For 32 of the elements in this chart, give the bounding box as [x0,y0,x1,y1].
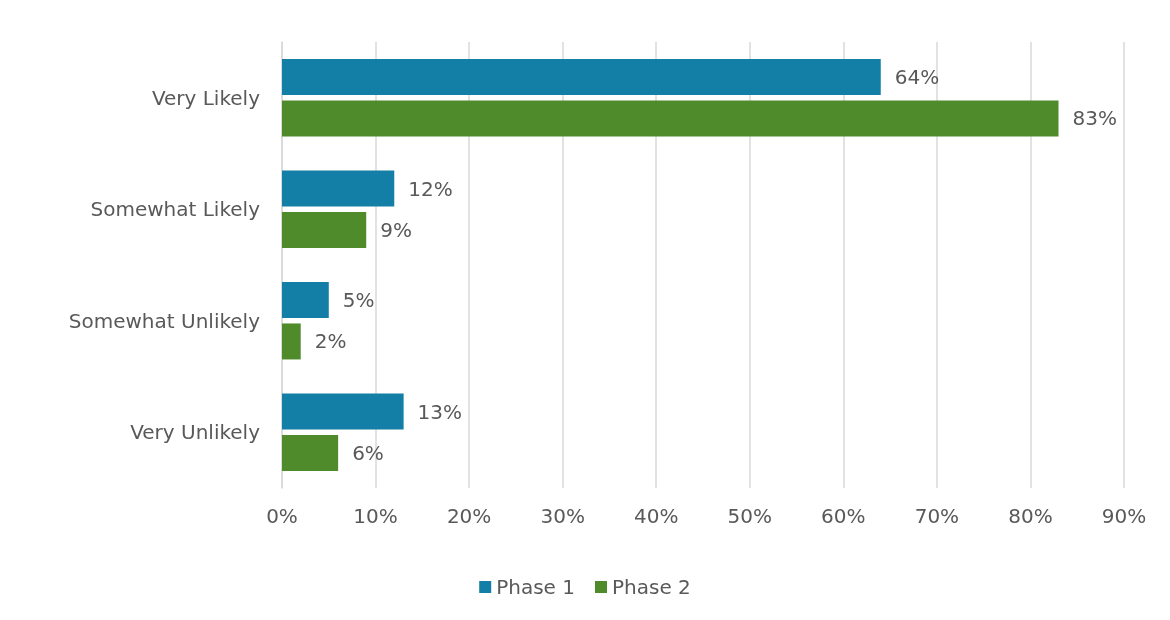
bar [282,393,404,430]
bar [282,170,395,207]
x-tick-label: 20% [446,504,492,528]
x-tick-label: 80% [1008,504,1053,528]
y-tick-label: Somewhat Unlikely [68,308,261,333]
x-tick-label: 40% [634,504,679,528]
x-tick-label: 50% [727,504,772,528]
data-label: 12% [408,176,453,201]
x-tick-label: 60% [821,504,866,528]
y-tick-label: Very Unlikely [130,420,261,445]
bar [282,211,367,248]
bar [282,100,1059,137]
legend-label: Phase 1 [496,575,576,599]
data-label: 64% [894,65,940,90]
bar [282,323,301,360]
y-tick-label: Very Likely [151,85,261,110]
bar [282,282,329,319]
data-label: 6% [352,440,384,465]
x-tick-label: 0% [266,504,298,528]
data-label: 83% [1072,106,1117,131]
data-label: 2% [314,329,347,354]
data-label: 5% [342,288,375,313]
data-label: 9% [380,217,412,242]
bar [282,59,881,96]
legend-label: Phase 2 [612,575,691,599]
data-label: 13% [417,399,463,424]
x-tick-label: 90% [1101,504,1147,528]
x-tick-label: 10% [353,504,398,528]
bar [282,434,339,471]
x-tick-label: 30% [540,504,585,528]
x-tick-label: 70% [914,504,960,528]
y-tick-label: Somewhat Likely [90,197,261,222]
